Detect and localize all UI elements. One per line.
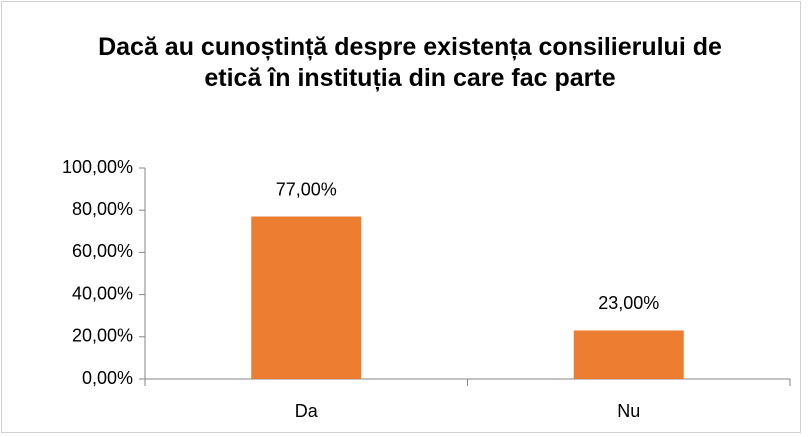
chart-title: Dacă au cunoștință despre existența cons… xyxy=(98,33,722,92)
y-tick-label: 80,00% xyxy=(72,199,133,219)
y-tick-label: 0,00% xyxy=(82,368,133,388)
x-tick-label: Nu xyxy=(617,401,640,421)
bar xyxy=(251,216,362,379)
y-tick-label: 40,00% xyxy=(72,283,133,303)
y-tick-label: 100,00% xyxy=(62,157,133,177)
data-label: 77,00% xyxy=(276,179,337,199)
bar xyxy=(573,330,684,379)
x-tick-label: Da xyxy=(295,401,319,421)
data-label: 23,00% xyxy=(598,293,659,313)
y-tick-label: 20,00% xyxy=(72,326,133,346)
y-tick-label: 60,00% xyxy=(72,241,133,261)
chart-frame xyxy=(1,1,801,433)
